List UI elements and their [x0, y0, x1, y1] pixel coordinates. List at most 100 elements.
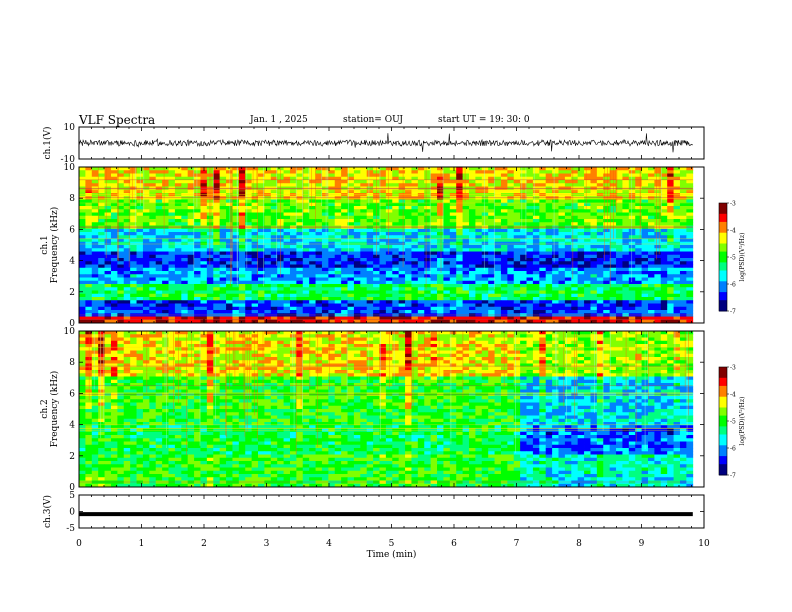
ch1-spectrogram-cell [437, 232, 444, 236]
ch1-spectrogram-cell [334, 297, 342, 301]
ch1-spectrogram-cell [424, 235, 432, 239]
ch1-spectrogram-cell [616, 238, 623, 243]
ch1-spectrogram-cell [686, 180, 694, 184]
ch1-spectrogram-cell [302, 196, 310, 200]
ch1-spectrogram-cell [321, 173, 329, 178]
ch1-spectrogram-cell [405, 287, 412, 291]
ch1-spectrogram-cell [564, 258, 572, 262]
ch1-spectrogram-cell [545, 277, 553, 282]
ch1-spectrogram-cell [392, 196, 400, 200]
ch2-spectrogram-cell [392, 334, 400, 338]
ch1-spectrogram-cell [206, 228, 214, 233]
ch1-spectrogram-cell [117, 277, 125, 282]
ch1-spectrogram-cell [79, 232, 86, 236]
ch1-spectrogram-cell [296, 232, 304, 236]
ch1-spectrogram-cell [219, 241, 227, 246]
ch1-spectrogram-cell [449, 267, 457, 272]
ch1-spectrogram-cell [424, 196, 432, 200]
ch1-spectrogram-cell [309, 280, 316, 285]
ch2-spectrogram-cell [168, 331, 176, 335]
ch1-spectrogram-cell [347, 251, 355, 256]
ch1-spectrogram-cell [117, 189, 125, 194]
ch1-spectrogram-cell [628, 235, 636, 239]
ch1-spectrogram-cell [238, 176, 246, 181]
ch1-spectrogram-cell [213, 173, 221, 178]
ch1-spectrogram-cell [379, 202, 387, 207]
ch1-spectrogram-cell [392, 241, 400, 246]
ch1-spectrogram-cell [392, 235, 400, 239]
ch1-spectrogram-cell [500, 280, 508, 285]
ch1-spectrogram-cell [686, 219, 694, 223]
ch1-spectrogram-cell [270, 212, 278, 217]
ch1-spectrogram-cell [488, 212, 495, 217]
ch1-spectrogram-cell [577, 274, 585, 278]
ch1-spectrogram-cell [200, 280, 208, 285]
ch1-spectrogram-cell [251, 173, 259, 178]
ch1-spectrogram-cell [226, 254, 233, 259]
ch1-spectrogram-cell [468, 193, 476, 197]
ch1-spectrogram-cell [104, 183, 112, 187]
ch1-spectrogram-cell [149, 189, 157, 194]
ch1-spectrogram-cell [187, 310, 195, 314]
ch1-spectrogram-cell [104, 238, 112, 243]
ch1-spectrogram-cell [270, 241, 278, 246]
ch1-spectrogram-cell [289, 261, 297, 265]
ch1-spectrogram-cell [98, 287, 105, 291]
ch1-spectrogram-cell [424, 215, 432, 220]
ch2-spectrogram-cell [462, 337, 470, 342]
ch1-spectrogram-cell [552, 316, 559, 321]
ch1-spectrogram-cell [437, 238, 444, 243]
ch1-spectrogram-cell [641, 199, 649, 204]
ch1-spectrogram-cell [347, 261, 355, 265]
ch1-spectrogram-cell [379, 274, 387, 278]
ch1-spectrogram-cell [520, 316, 527, 321]
ch1-spectrogram-cell [155, 173, 163, 178]
ch1-spectrogram-cell [417, 284, 425, 288]
ch1-spectrogram-cell [660, 274, 668, 278]
ch2-spectrogram-cell [609, 331, 617, 335]
ch1-spectrogram-cell [488, 310, 495, 314]
ch1-spectrogram-cell [130, 306, 137, 311]
ch1-spectrogram-cell [405, 280, 412, 285]
ch1-spectrogram-cell [520, 300, 527, 304]
ch1-spectrogram-cell [596, 284, 604, 288]
ch1-spectrogram-cell [245, 235, 253, 239]
ch1-spectrogram-cell [277, 293, 284, 298]
ch1-spectrogram-cell [494, 319, 502, 324]
ch1-spectrogram-cell [417, 183, 425, 187]
ch1-spectrogram-cell [149, 209, 157, 213]
ch1-spectrogram-cell [251, 202, 259, 207]
ch1-spectrogram-cell [296, 199, 304, 204]
ch1-spectrogram-cell [302, 206, 310, 210]
ch1-spectrogram-cell [347, 167, 355, 171]
ch1-spectrogram-cell [366, 267, 374, 272]
ch1-spectrogram-cell [238, 261, 246, 265]
ch1-spectrogram-cell [577, 297, 585, 301]
ch1-spectrogram-cell [309, 267, 316, 272]
ch1-spectrogram-cell [679, 222, 687, 226]
ch1-spectrogram-cell [590, 300, 598, 304]
ch2-spectrogram-cell [289, 334, 297, 338]
ch1-spectrogram-cell [603, 267, 611, 272]
ch1-spectrogram-cell [373, 284, 380, 288]
ch1-spectrogram-cell [635, 212, 642, 217]
ch1-spectrogram-cell [603, 248, 611, 252]
ch1-spectrogram-cell [539, 170, 547, 174]
ch1-spectrogram-cell [475, 258, 483, 262]
ch1-spectrogram-cell [341, 319, 348, 324]
ch1-spectrogram-cell [110, 212, 118, 217]
ch1-spectrogram-cell [123, 235, 131, 239]
ch1-spectrogram-cell [142, 193, 150, 197]
ch1-spectrogram-cell [603, 183, 611, 187]
ch1-spectrogram-cell [238, 180, 246, 184]
ch1-spectrogram-cell [520, 212, 527, 217]
ch1-spectrogram-cell [475, 219, 483, 223]
ch1-spectrogram-cell [219, 209, 227, 213]
ch1-spectrogram-cell [245, 167, 253, 171]
ch1-spectrogram-cell [155, 271, 163, 275]
ch1-spectrogram-cell [258, 170, 265, 174]
ch1-spectrogram-cell [603, 209, 611, 213]
ch1-spectrogram-cell [622, 196, 630, 200]
ch1-spectrogram-cell [379, 277, 387, 282]
ch1-spectrogram-cell [277, 303, 284, 308]
